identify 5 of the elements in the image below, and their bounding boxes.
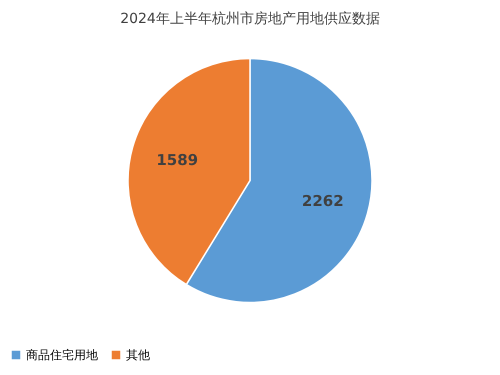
legend-label: 商品住宅用地 bbox=[26, 348, 98, 362]
data-label: 1589 bbox=[156, 150, 198, 169]
data-label: 2262 bbox=[302, 192, 344, 210]
chart-title: 2024年上半年杭州市房地产用地供应数据 bbox=[120, 11, 380, 27]
legend-label: 其他 bbox=[126, 348, 150, 362]
